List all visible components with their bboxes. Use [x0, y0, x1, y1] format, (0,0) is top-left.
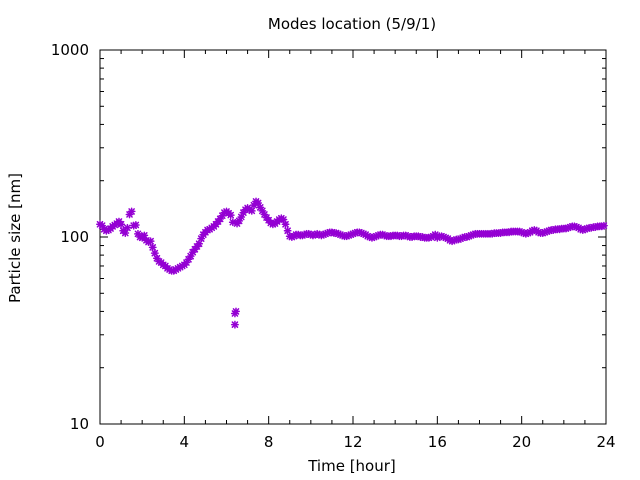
data-point [599, 221, 608, 230]
chart-title: Modes location (5/9/1) [268, 15, 436, 33]
data-point [131, 220, 140, 229]
x-tick-label: 8 [264, 433, 274, 451]
x-tick-label: 0 [95, 433, 105, 451]
y-tick-label: 100 [60, 228, 89, 246]
data-point [117, 220, 126, 229]
x-tick-label: 20 [512, 433, 531, 451]
data-point [226, 211, 235, 220]
data-points [96, 197, 608, 329]
x-tick-label: 4 [180, 433, 190, 451]
x-axis-label: Time [hour] [307, 457, 396, 475]
data-point [230, 320, 239, 329]
axis-tick-labels: 0 4 8 12 16 20 24 10 100 1000 [51, 41, 616, 451]
y-tick-label: 1000 [51, 41, 89, 59]
data-point [146, 237, 155, 246]
x-tick-label: 16 [428, 433, 447, 451]
data-point [232, 307, 240, 316]
data-point [148, 243, 157, 252]
axis-ticks [99, 49, 607, 425]
data-point [127, 207, 136, 216]
x-tick-label: 24 [596, 433, 615, 451]
data-point [123, 223, 132, 232]
data-point [247, 206, 256, 215]
x-tick-label: 12 [343, 433, 362, 451]
data-point [281, 220, 290, 229]
y-tick-label: 10 [70, 415, 89, 433]
y-axis-label: Particle size [nm] [6, 173, 24, 303]
